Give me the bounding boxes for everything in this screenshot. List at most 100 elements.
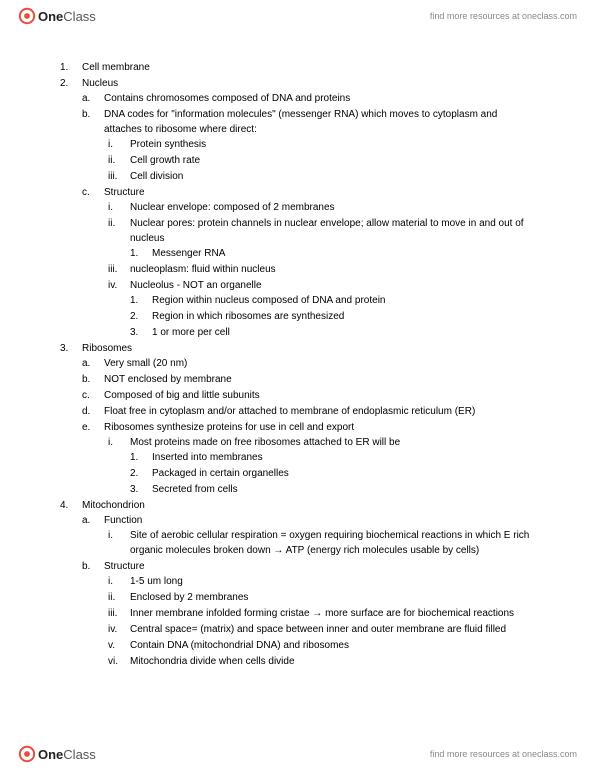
outline-marker: b. xyxy=(82,372,90,387)
outline-item: a.Very small (20 nm) xyxy=(82,356,535,371)
page-header: OneClass find more resources at oneclass… xyxy=(0,0,595,32)
outline-item: 1.Inserted into membranes xyxy=(130,450,535,465)
outline-marker: c. xyxy=(82,185,90,200)
outline-marker: 1. xyxy=(130,293,138,308)
outline-item: iii.Cell division xyxy=(104,169,535,184)
outline-text: 1 or more per cell xyxy=(152,327,230,338)
outline-text: Nucleus xyxy=(82,78,118,89)
outline-level-3: i. Most proteins made on free ribosomes a… xyxy=(104,435,535,497)
outline-text: Structure xyxy=(104,561,145,572)
outline-item: e.Ribosomes synthesize proteins for use … xyxy=(82,420,535,497)
outline-text: Most proteins made on free ribosomes att… xyxy=(130,437,400,448)
outline-item: ii.Enclosed by 2 membranes xyxy=(104,590,535,605)
outline-level-2: a.Very small (20 nm)b. NOT enclosed by me… xyxy=(82,356,535,497)
outline-marker: i. xyxy=(108,528,113,543)
outline-marker: i. xyxy=(108,200,113,215)
outline-marker: iv. xyxy=(108,278,117,293)
outline-root: 1.Cell membrane2.Nucleusa.Contains chrom… xyxy=(60,60,535,669)
outline-text: Site of aerobic cellular respiration = o… xyxy=(130,530,529,556)
resources-link[interactable]: find more resources at oneclass.com xyxy=(430,749,577,759)
outline-text: Cell growth rate xyxy=(130,155,200,166)
outline-marker: 1. xyxy=(130,246,138,261)
outline-text: Composed of big and little subunits xyxy=(104,390,260,401)
outline-text: Secreted from cells xyxy=(152,484,238,495)
outline-marker: ii. xyxy=(108,216,115,231)
outline-marker: i. xyxy=(108,574,113,589)
outline-level-4: 1.Inserted into membranes2. Packaged in c… xyxy=(130,450,535,497)
outline-marker: 2. xyxy=(60,76,68,91)
outline-item: 1.Region within nucleus composed of DNA … xyxy=(130,293,535,308)
outline-item: b. Structure i. 1-5 um long ii.Enclosed by 2… xyxy=(82,559,535,669)
outline-level-4: 1.Region within nucleus composed of DNA … xyxy=(130,293,535,340)
outline-marker: 3. xyxy=(130,325,138,340)
outline-item: d. Float free in cytoplasm and/or attache… xyxy=(82,404,535,419)
brand-logo: OneClass xyxy=(18,7,96,25)
outline-marker: iv. xyxy=(108,622,117,637)
outline-marker: i. xyxy=(108,435,113,450)
logo-icon xyxy=(18,745,36,763)
resources-link[interactable]: find more resources at oneclass.com xyxy=(430,11,577,21)
outline-item: iii. Inner membrane infolded forming cris… xyxy=(104,606,535,621)
outline-marker: a. xyxy=(82,513,90,528)
outline-marker: 4. xyxy=(60,498,68,513)
outline-text: Mitochondria divide when cells divide xyxy=(130,656,295,667)
outline-text: 1-5 um long xyxy=(130,576,183,587)
outline-item: i. Protein synthesis xyxy=(104,137,535,152)
outline-item: i. Nuclear envelope: composed of 2 membra… xyxy=(104,200,535,215)
outline-item: 1.Cell membrane xyxy=(60,60,535,75)
outline-text: Nuclear pores: protein channels in nucle… xyxy=(130,218,524,244)
outline-text: Packaged in certain organelles xyxy=(152,468,289,479)
outline-item: v.Contain DNA (mitochondrial DNA) and ri… xyxy=(104,638,535,653)
outline-text: Central space= (matrix) and space betwee… xyxy=(130,624,506,635)
outline-level-2: a. Function i. Site of aerobic cellular res… xyxy=(82,513,535,669)
outline-item: ii. Nuclear pores: protein channels in nu… xyxy=(104,216,535,261)
outline-text: Mitochondrion xyxy=(82,500,145,511)
outline-marker: vi. xyxy=(108,654,118,669)
outline-text: Nucleolus - NOT an organelle xyxy=(130,280,262,291)
brand-name: OneClass xyxy=(38,9,96,24)
outline-item: b.DNA codes for "information molecules" … xyxy=(82,107,535,184)
outline-text: Messenger RNA xyxy=(152,248,225,259)
outline-marker: b. xyxy=(82,107,90,122)
outline-level-3: i. Nuclear envelope: composed of 2 membra… xyxy=(104,200,535,340)
outline-text: NOT enclosed by membrane xyxy=(104,374,232,385)
outline-text: Ribosomes xyxy=(82,343,132,354)
page-footer: OneClass find more resources at oneclass… xyxy=(0,738,595,770)
outline-text: Nuclear envelope: composed of 2 membrane… xyxy=(130,202,335,213)
outline-text: Function xyxy=(104,515,142,526)
outline-marker: iii. xyxy=(108,262,117,277)
outline-marker: b. xyxy=(82,559,90,574)
outline-text: Structure xyxy=(104,187,145,198)
outline-item: vi. Mitochondria divide when cells divide xyxy=(104,654,535,669)
outline-marker: 2. xyxy=(130,309,138,324)
brand-name: OneClass xyxy=(38,747,96,762)
outline-text: Ribosomes synthesize proteins for use in… xyxy=(104,422,354,433)
outline-marker: a. xyxy=(82,356,90,371)
outline-text: Inserted into membranes xyxy=(152,452,263,463)
brand-logo-footer: OneClass xyxy=(18,745,96,763)
outline-text: Inner membrane infolded forming cristae … xyxy=(130,608,514,619)
outline-item: b. NOT enclosed by membrane xyxy=(82,372,535,387)
outline-item: 3. Ribosomes a.Very small (20 nm)b. NOT enc… xyxy=(60,341,535,497)
outline-item: 3. 1 or more per cell xyxy=(130,325,535,340)
outline-item: i. Most proteins made on free ribosomes a… xyxy=(104,435,535,497)
outline-item: 2. Nucleus a.Contains chromosomes composed… xyxy=(60,76,535,340)
outline-marker: ii. xyxy=(108,153,115,168)
outline-text: Protein synthesis xyxy=(130,139,206,150)
outline-item: iv. Nucleolus - NOT an organelle 1.Region … xyxy=(104,278,535,340)
outline-marker: 2. xyxy=(130,466,138,481)
outline-marker: 3. xyxy=(130,482,138,497)
outline-text: Float free in cytoplasm and/or attached … xyxy=(104,406,475,417)
outline-marker: i. xyxy=(108,137,113,152)
outline-text: Contain DNA (mitochondrial DNA) and ribo… xyxy=(130,640,349,651)
outline-item: ii. Cell growth rate xyxy=(104,153,535,168)
outline-item: a.Contains chromosomes composed of DNA a… xyxy=(82,91,535,106)
outline-item: iii.nucleoplasm: fluid within nucleus xyxy=(104,262,535,277)
outline-marker: d. xyxy=(82,404,90,419)
outline-text: Cell division xyxy=(130,171,183,182)
outline-text: Cell membrane xyxy=(82,62,150,73)
outline-item: c. Structure i. Nuclear envelope: composed … xyxy=(82,185,535,340)
outline-text: Contains chromosomes composed of DNA and… xyxy=(104,93,350,104)
outline-marker: iii. xyxy=(108,606,117,621)
outline-level-4: 1. Messenger RNA xyxy=(130,246,535,261)
